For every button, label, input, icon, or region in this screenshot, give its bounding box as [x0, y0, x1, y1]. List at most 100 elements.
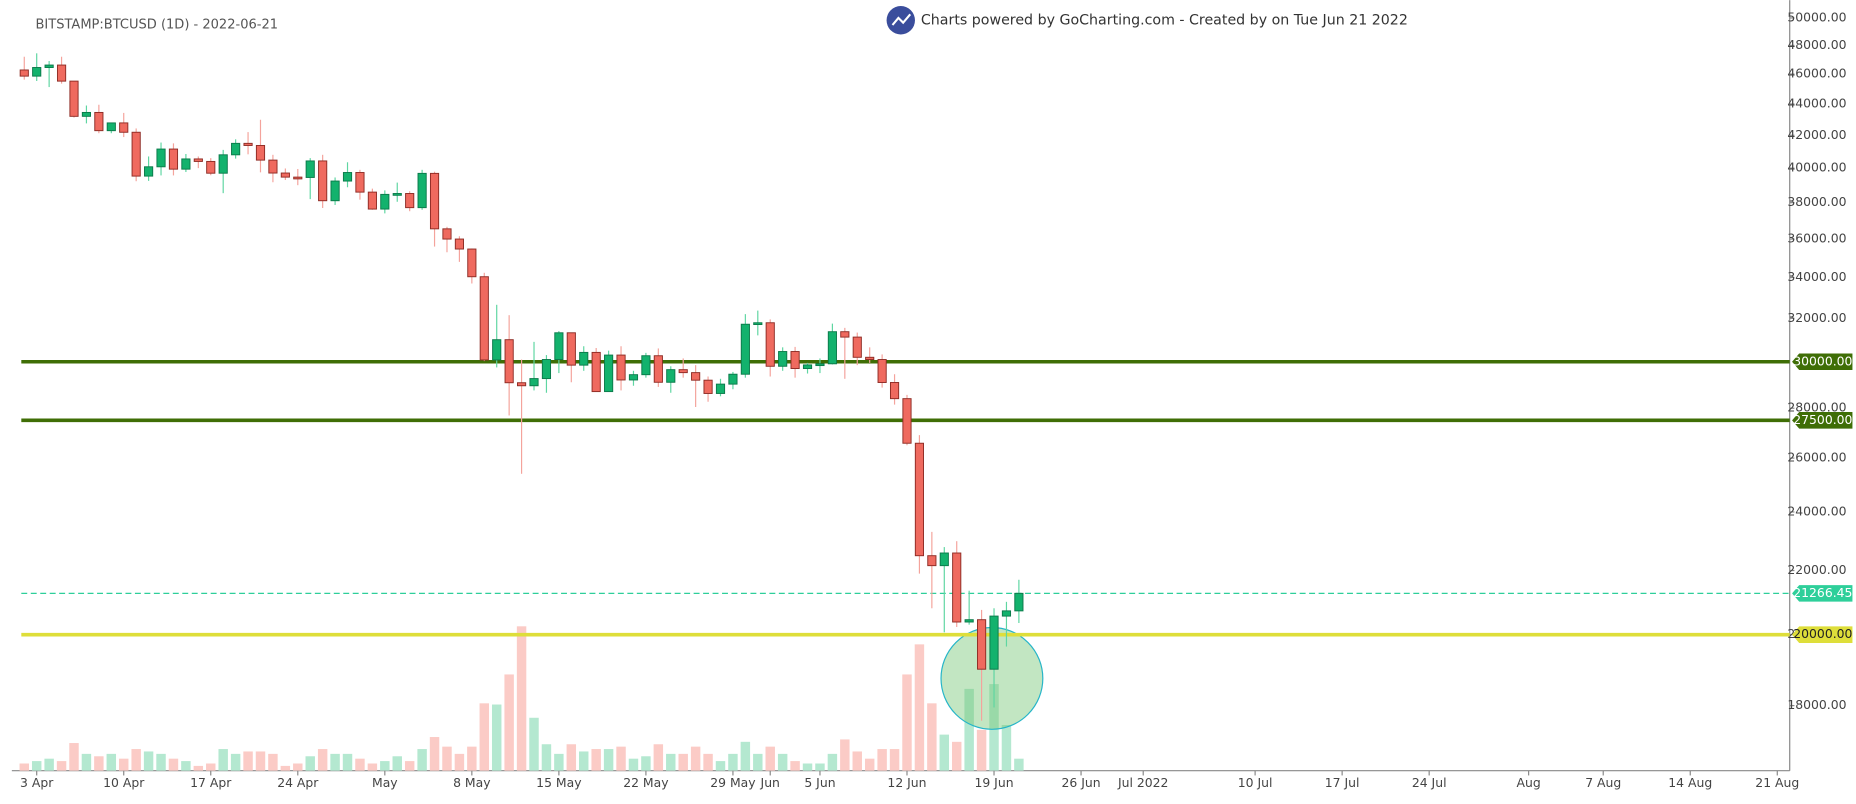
volume-bar: [889, 749, 900, 771]
candle-body: [715, 383, 726, 394]
candle-body: [255, 144, 266, 161]
level-tag: [1792, 585, 1853, 602]
volume-bar: [790, 761, 800, 771]
volume-bar: [541, 744, 552, 771]
volume-bar: [666, 753, 676, 771]
candle-body: [56, 64, 67, 82]
x-tick-label: Jun: [760, 775, 780, 790]
volume-bar: [19, 763, 29, 771]
volume-bar: [566, 744, 577, 771]
volume-bar: [417, 749, 427, 771]
candle-body: [964, 619, 974, 623]
x-tick-label: Jul 2022: [1117, 775, 1169, 790]
volume-bar: [989, 684, 999, 771]
candle-body: [952, 552, 962, 623]
volume-bar: [554, 753, 564, 771]
candle-body: [69, 80, 79, 117]
candle-body: [815, 363, 825, 367]
candle-body: [778, 351, 788, 367]
volume-bar: [69, 743, 79, 771]
x-tick-label: May: [372, 775, 398, 790]
volume-bar: [429, 737, 440, 771]
logo-icon: [891, 13, 912, 26]
x-tick-label: 15 May: [536, 775, 581, 790]
level-label: 20000.00: [1793, 626, 1852, 641]
candle-body: [889, 382, 900, 400]
volume-bar: [516, 626, 527, 771]
candle-body: [442, 228, 452, 240]
x-tick-label: 24 Jul: [1412, 775, 1447, 790]
volume-bar: [653, 744, 664, 771]
candle-body: [939, 552, 949, 567]
candle-body: [865, 356, 875, 361]
y-tick-label: 44000.00: [1787, 95, 1846, 110]
volume-bar: [193, 765, 204, 771]
candle-body: [318, 160, 328, 202]
plot-layer: 18000.00 20000.00 22000.00 24000.00 26000.00…: [19, 9, 1853, 790]
candle-body: [790, 351, 800, 370]
chart-title: BITSTAMP:BTCUSD (1D) - 2022-06-21: [36, 18, 279, 33]
candle-body: [181, 158, 191, 170]
volume-bar: [168, 758, 179, 771]
candle-body: [168, 148, 179, 170]
candle-body: [740, 323, 750, 375]
volume-bar: [131, 749, 141, 771]
volume-bar: [56, 761, 67, 771]
volume-bar: [305, 756, 315, 771]
volume-bar: [243, 751, 253, 771]
volume-bar: [628, 758, 639, 771]
volume-bar: [106, 753, 117, 771]
level-tag: [1792, 412, 1853, 429]
candle-body: [330, 180, 340, 202]
volume-bar: [230, 753, 241, 771]
candle-body: [541, 359, 552, 380]
volume-bar: [342, 753, 353, 771]
candle-body: [691, 372, 701, 381]
x-tick-label: 8 May: [453, 775, 490, 790]
volume-bar: [1014, 758, 1024, 771]
candle-body: [156, 148, 166, 168]
candle-body: [554, 332, 564, 361]
y-tick-label: 28000.00: [1787, 400, 1846, 415]
volume-bar: [280, 765, 291, 771]
candle-body: [852, 336, 862, 358]
candle-body: [380, 193, 390, 210]
volume-bar: [690, 746, 701, 771]
x-tick-label: 17 Jul: [1325, 775, 1360, 790]
x-tick-label: 17 Apr: [190, 775, 232, 790]
candle-body: [579, 351, 589, 366]
candle-body: [902, 398, 912, 444]
candle-body: [405, 193, 415, 209]
candle-body: [517, 382, 527, 387]
volume-bar: [392, 756, 402, 771]
volume-bar: [293, 763, 303, 771]
x-tick-label: 21 Aug: [1755, 775, 1799, 790]
y-tick-label: 50000.00: [1787, 9, 1846, 24]
candle-body: [927, 555, 937, 567]
x-tick-label: 10 Jul: [1238, 775, 1273, 790]
y-tick-label: 24000.00: [1787, 503, 1846, 518]
candle-body: [218, 154, 228, 174]
volume-bar: [927, 703, 937, 771]
volume-bar: [777, 753, 788, 771]
candle-body: [591, 351, 601, 393]
volume-bar: [914, 644, 925, 771]
candle-body: [728, 373, 738, 385]
candle-body: [989, 615, 999, 670]
volume-bar: [467, 746, 477, 771]
candle-body: [703, 379, 713, 394]
candle-body: [106, 122, 116, 132]
y-tick-label: 32000.00: [1787, 310, 1846, 325]
volume-bar: [852, 751, 862, 771]
volume-bar: [255, 751, 266, 771]
candle-body: [467, 248, 477, 278]
candle-body: [566, 332, 576, 366]
candle-body: [641, 355, 651, 376]
volume-bar: [94, 756, 104, 771]
volume-layer: [19, 626, 1024, 771]
volume-bar: [678, 753, 688, 771]
volume-bar: [404, 761, 415, 771]
volume-bar: [81, 753, 92, 771]
